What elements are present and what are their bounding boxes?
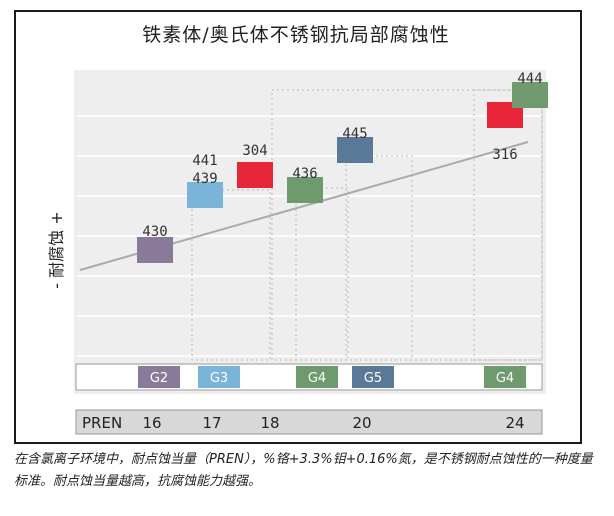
value-label: 439 [192,171,217,187]
value-label: 436 [292,166,317,182]
grade-cell [352,366,394,388]
data-point [137,237,173,263]
data-point [237,162,273,188]
grade-label: G3 [210,371,228,386]
grade-cell [138,366,180,388]
data-marks [137,82,548,263]
value-labels: 430 439 441 304 436 445 316 444 [142,71,542,240]
value-label: 445 [342,126,367,142]
pren-tick-label: 18 [260,414,279,432]
column-guide [473,89,543,361]
pren-band [75,409,543,435]
chart-title: 铁素体/奥氏体不锈钢抗局部腐蚀性 [142,24,450,46]
grid-lines [76,115,542,357]
grade-cell [198,366,240,388]
plot-background [74,70,546,394]
pren-tick-label: 20 [352,414,371,432]
grade-cell [296,366,338,388]
grade-cell [484,366,526,388]
grade-label: G4 [496,371,514,386]
data-point [287,177,323,203]
caption: 在含氯离子环境中，耐点蚀当量（PREN），%铬+3.3%钼+0.16%氮，是不锈… [14,452,593,489]
value-label: 430 [142,224,167,240]
data-point [187,182,223,208]
data-point [337,137,373,163]
pren-label: PREN [82,414,122,432]
pren-tick-label: 17 [202,414,221,432]
value-label: 444 [517,71,542,87]
pren-tick-label: 16 [142,414,161,432]
value-label: 316 [492,147,517,163]
grade-label: G4 [308,371,326,386]
grade-label: G2 [150,371,168,386]
value-label: 441 [192,153,217,169]
column-guides [191,89,543,361]
grade-label: G5 [364,371,382,386]
pren-tick-labels: 16 17 18 20 24 [142,414,524,432]
data-point [512,82,548,108]
pren-tick-label: 24 [505,414,524,432]
column-guide [191,189,271,361]
grade-cells: G2 G3 G4 G5 G4 [138,366,526,388]
value-label: 304 [242,143,267,159]
